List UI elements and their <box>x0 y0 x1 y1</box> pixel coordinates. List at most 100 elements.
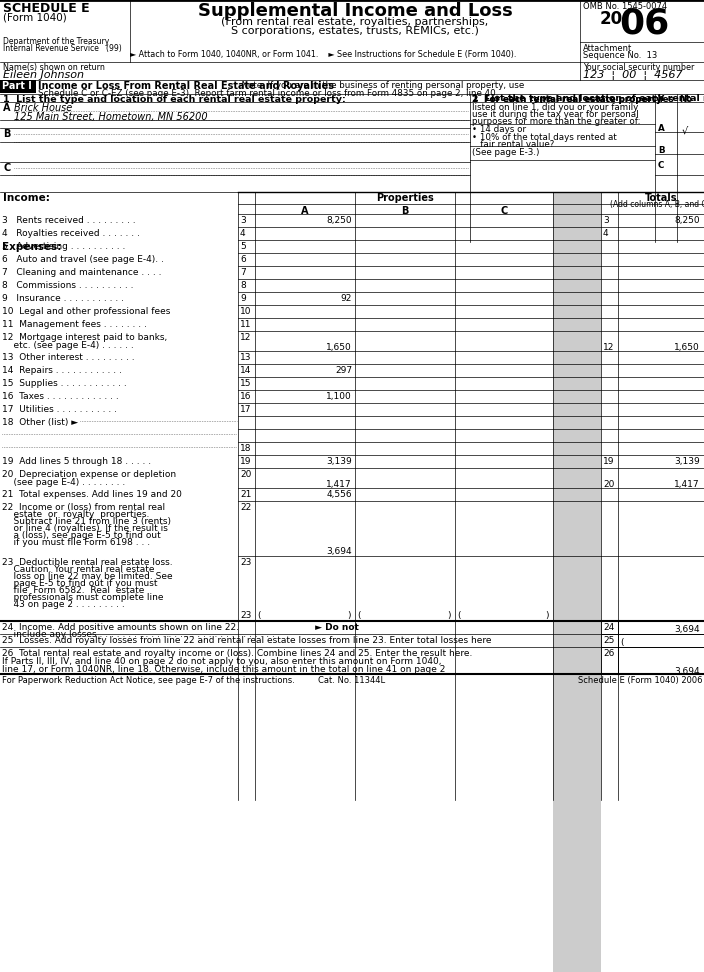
Text: 1,650: 1,650 <box>674 343 700 352</box>
Text: 15  Supplies . . . . . . . . . . . .: 15 Supplies . . . . . . . . . . . . <box>2 379 127 388</box>
Text: 14  Repairs . . . . . . . . . . . .: 14 Repairs . . . . . . . . . . . . <box>2 366 122 375</box>
Text: 9   Insurance . . . . . . . . . . .: 9 Insurance . . . . . . . . . . . <box>2 294 124 303</box>
Text: 125 Main Street, Hometown, MN 56200: 125 Main Street, Hometown, MN 56200 <box>14 112 208 122</box>
Text: OMB No. 1545-0074: OMB No. 1545-0074 <box>583 2 667 11</box>
Text: 20  Depreciation expense or depletion: 20 Depreciation expense or depletion <box>2 470 176 479</box>
Bar <box>618 634 704 647</box>
Bar <box>618 647 704 673</box>
Text: 3,694: 3,694 <box>674 667 700 676</box>
Text: B: B <box>3 129 11 139</box>
Text: (: ( <box>257 611 260 620</box>
Text: 297: 297 <box>335 366 352 375</box>
Text: line 17, or Form 1040NR, line 18. Otherwise, include this amount in the total on: line 17, or Form 1040NR, line 18. Otherw… <box>2 665 446 674</box>
Text: 24: 24 <box>603 623 615 632</box>
Text: 1  List the type and location of each rental real estate property:: 1 List the type and location of each ren… <box>472 94 704 103</box>
Text: 19: 19 <box>240 457 251 466</box>
Text: 1,417: 1,417 <box>674 480 700 489</box>
Text: S corporations, estates, trusts, REMICs, etc.): S corporations, estates, trusts, REMICs,… <box>231 26 479 36</box>
Text: 8,250: 8,250 <box>674 216 700 225</box>
Text: 4: 4 <box>240 229 246 238</box>
Text: Expenses:: Expenses: <box>2 242 61 252</box>
Text: 23  Deductible rental real estate loss.: 23 Deductible rental real estate loss. <box>2 558 172 567</box>
Text: Properties: Properties <box>376 193 434 203</box>
Text: 18: 18 <box>240 444 251 453</box>
Text: • 14 days or: • 14 days or <box>472 125 526 134</box>
Text: ): ) <box>348 611 351 620</box>
Text: SCHEDULE E: SCHEDULE E <box>3 2 89 15</box>
Text: 8,250: 8,250 <box>327 216 352 225</box>
Text: 3: 3 <box>603 216 609 225</box>
Text: Internal Revenue Service   (99): Internal Revenue Service (99) <box>3 44 122 53</box>
Text: 4,556: 4,556 <box>327 490 352 499</box>
Text: (: ( <box>620 638 624 647</box>
Text: 7: 7 <box>240 268 246 277</box>
Text: 13: 13 <box>240 353 251 362</box>
Text: 22  Income or (loss) from rental real: 22 Income or (loss) from rental real <box>2 503 165 512</box>
Text: 23: 23 <box>240 558 251 567</box>
Text: C: C <box>3 163 11 173</box>
Text: Income:: Income: <box>3 193 50 203</box>
Text: (See page E-3.): (See page E-3.) <box>472 148 539 157</box>
Text: 19  Add lines 5 through 18 . . . . .: 19 Add lines 5 through 18 . . . . . <box>2 457 151 466</box>
Text: Part I: Part I <box>2 81 32 91</box>
Text: 9: 9 <box>240 294 246 303</box>
Text: 1  List the type and location of each rental real estate property:: 1 List the type and location of each ren… <box>3 95 346 104</box>
Text: purposes for more than the greater of:: purposes for more than the greater of: <box>472 117 641 126</box>
Text: (From rental real estate, royalties, partnerships,: (From rental real estate, royalties, par… <box>221 17 489 27</box>
Text: If Parts II, III, IV, and line 40 on page 2 do not apply to you, also enter this: If Parts II, III, IV, and line 40 on pag… <box>2 657 441 666</box>
Text: 12: 12 <box>603 343 615 352</box>
Text: 2  For each rental real estate property: 2 For each rental real estate property <box>472 95 662 104</box>
Text: 7   Cleaning and maintenance . . . .: 7 Cleaning and maintenance . . . . <box>2 268 161 277</box>
Text: Schedule E (Form 1040) 2006: Schedule E (Form 1040) 2006 <box>577 676 702 685</box>
Text: (: ( <box>457 611 460 620</box>
Text: Income or Loss From Rental Real Estate and Royalties: Income or Loss From Rental Real Estate a… <box>38 81 334 91</box>
Text: estate  or  royalty  properties.: estate or royalty properties. <box>2 510 149 519</box>
Text: 10: 10 <box>240 307 251 316</box>
Text: Eileen Johnson: Eileen Johnson <box>3 70 84 80</box>
Text: 25  Losses. Add royalty losses from line 22 and rental real estate losses from l: 25 Losses. Add royalty losses from line … <box>2 636 491 645</box>
Text: 15: 15 <box>240 379 251 388</box>
Text: 43 on page 2 . . . . . . . . .: 43 on page 2 . . . . . . . . . <box>2 600 125 609</box>
Text: file  Form 6582.  Real  estate: file Form 6582. Real estate <box>2 586 144 595</box>
Text: if you must file Form 6198 . . .: if you must file Form 6198 . . . <box>2 538 150 547</box>
Text: 1,417: 1,417 <box>327 480 352 489</box>
Text: 1,650: 1,650 <box>326 343 352 352</box>
Text: √: √ <box>682 125 689 135</box>
Text: C: C <box>501 206 508 216</box>
Text: 3   Rents received . . . . . . . . .: 3 Rents received . . . . . . . . . <box>2 216 136 225</box>
Text: ): ) <box>448 611 451 620</box>
Text: etc. (see page E-4) . . . . . .: etc. (see page E-4) . . . . . . <box>2 341 134 350</box>
Text: 26: 26 <box>603 649 615 658</box>
Text: (Add columns A, B, and C.): (Add columns A, B, and C.) <box>610 200 704 209</box>
Text: 16: 16 <box>240 392 251 401</box>
Text: 12: 12 <box>240 333 251 342</box>
Text: professionals must complete line: professionals must complete line <box>2 593 163 602</box>
Text: 5: 5 <box>240 242 246 251</box>
Text: 20: 20 <box>600 10 623 28</box>
Text: 17: 17 <box>240 405 251 414</box>
Text: 06: 06 <box>619 7 670 41</box>
Text: (see page E-4) . . . . . . . .: (see page E-4) . . . . . . . . <box>2 478 125 487</box>
Text: 6   Auto and travel (see page E-4). .: 6 Auto and travel (see page E-4). . <box>2 255 164 264</box>
Text: a (loss), see page E-5 to find out: a (loss), see page E-5 to find out <box>2 531 161 540</box>
Text: 19: 19 <box>603 457 615 466</box>
Text: Name(s) shown on return: Name(s) shown on return <box>3 63 105 72</box>
Text: 23: 23 <box>240 611 251 620</box>
Text: A: A <box>3 103 11 113</box>
Text: ► Do not: ► Do not <box>312 623 359 632</box>
Text: page E-5 to find out if you must: page E-5 to find out if you must <box>2 579 158 588</box>
Text: loss on line 22 may be limited. See: loss on line 22 may be limited. See <box>2 572 172 581</box>
Text: Caution. Your rental real estate: Caution. Your rental real estate <box>2 565 154 574</box>
Text: 26  Total rental real estate and royalty income or (loss). Combine lines 24 and : 26 Total rental real estate and royalty … <box>2 649 472 658</box>
Text: (Form 1040): (Form 1040) <box>3 13 67 23</box>
Text: 14: 14 <box>240 366 251 375</box>
Text: 92: 92 <box>341 294 352 303</box>
Text: 6: 6 <box>240 255 246 264</box>
Text: • 10% of the total days rented at: • 10% of the total days rented at <box>472 133 617 142</box>
Text: 11  Management fees . . . . . . . .: 11 Management fees . . . . . . . . <box>2 320 147 329</box>
Text: use it during the tax year for personal: use it during the tax year for personal <box>472 110 639 119</box>
Text: 17  Utilities . . . . . . . . . . .: 17 Utilities . . . . . . . . . . . <box>2 405 117 414</box>
Text: Sequence No.  13: Sequence No. 13 <box>583 51 658 60</box>
Text: 25: 25 <box>603 636 615 645</box>
Bar <box>601 634 618 647</box>
